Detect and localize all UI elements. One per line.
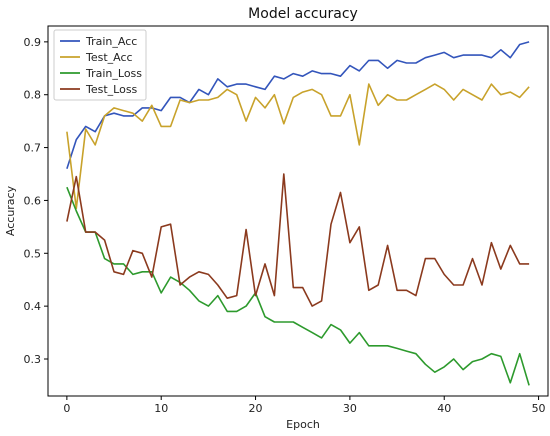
y-tick-label: 0.3	[24, 353, 42, 366]
plot-area-frame	[47, 25, 549, 397]
series-line-test-acc	[66, 83, 530, 210]
series-line-test-loss	[66, 173, 530, 307]
y-tick-label: 0.5	[24, 247, 42, 260]
legend-entry: Train_Acc	[85, 35, 137, 48]
y-tick-label: 0.7	[24, 142, 42, 155]
chart-legend: Train_Acc Test_Acc Train_Loss Test_Loss	[53, 29, 147, 101]
y-tick-label: 0.8	[24, 89, 42, 102]
legend-entry: Train_Loss	[85, 67, 142, 80]
series-line-train-acc	[66, 41, 530, 169]
x-tick-label: 30	[343, 402, 357, 415]
x-tick-label: 40	[437, 402, 451, 415]
x-tick-label: 0	[63, 402, 70, 415]
x-tick-label: 10	[154, 402, 168, 415]
y-axis-label: Accuracy	[4, 185, 17, 236]
legend-entry: Test_Acc	[85, 51, 133, 64]
x-tick-label: 50	[532, 402, 546, 415]
chart-title: Model accuracy	[248, 6, 358, 22]
y-tick-label: 0.4	[24, 300, 42, 313]
series-line-train-loss	[66, 186, 530, 386]
legend-entry: Test_Loss	[85, 83, 138, 96]
series-lines	[66, 41, 530, 386]
legend-box	[53, 29, 147, 101]
y-axis: 0.3 0.4 0.5 0.6 0.7 0.8 0.9	[24, 36, 48, 366]
y-tick-label: 0.9	[24, 36, 42, 49]
x-axis: 0 10 20 30 40 50	[63, 396, 546, 415]
y-tick-label: 0.6	[24, 194, 42, 207]
x-axis-label: Epoch	[286, 418, 320, 431]
x-tick-label: 20	[249, 402, 263, 415]
